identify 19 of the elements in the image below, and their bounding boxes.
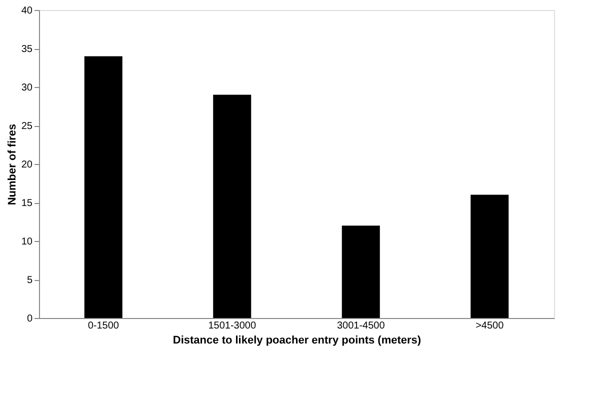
bar (213, 94, 252, 318)
y-tick-label: 30 (21, 82, 33, 94)
x-tick-label: >4500 (476, 320, 504, 332)
x-tick-label: 0-1500 (88, 320, 120, 332)
x-tick-label: 1501-3000 (208, 320, 256, 332)
y-tick-label: 40 (21, 6, 33, 16)
y-tick-label: 5 (26, 275, 33, 286)
x-axis-title: Distance to likely poacher entry points (meters) (172, 334, 422, 346)
x-tick-label: 3001-4500 (336, 320, 386, 332)
bar (342, 226, 380, 318)
y-tick-label: 20 (21, 160, 33, 170)
bar (84, 56, 122, 318)
y-tick-label: 15 (21, 198, 33, 209)
y-tick-label: 0 (26, 314, 33, 324)
bar (470, 194, 509, 318)
y-tick-label: 10 (21, 236, 33, 248)
y-axis-title: Number of fires (6, 124, 18, 206)
y-tick-label: 35 (21, 44, 33, 55)
y-tick-label: 25 (21, 121, 33, 132)
